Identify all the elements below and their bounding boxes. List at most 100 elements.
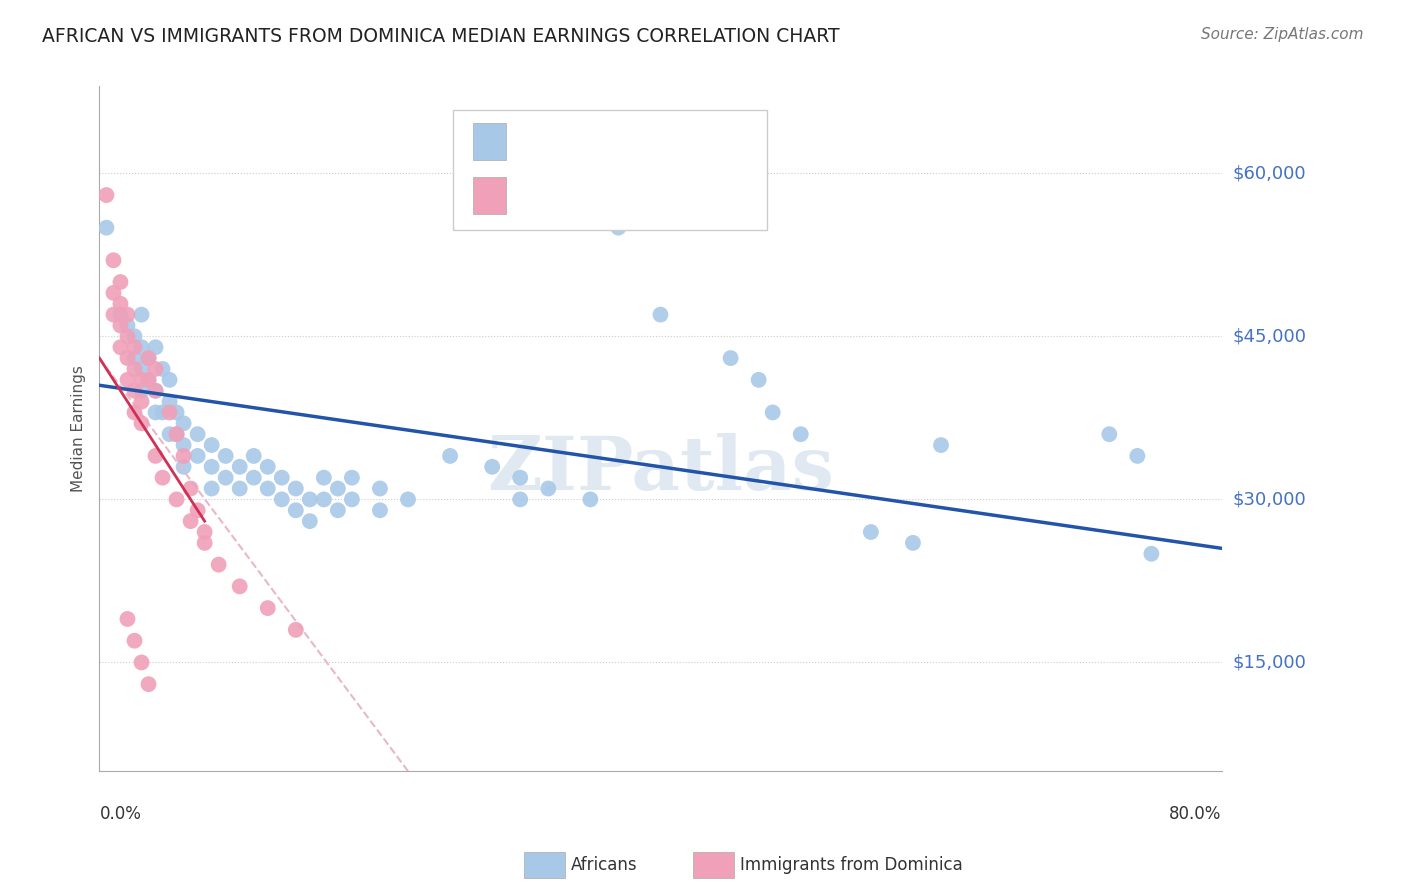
Point (124, 362, 146, 376)
Point (790, 427, 813, 442)
Point (270, 470, 292, 484)
Point (152, 362, 174, 376)
Point (180, 514, 202, 528)
Point (173, 449, 195, 463)
Point (131, 384, 153, 398)
Point (208, 558, 231, 572)
Text: N = 67: N = 67 (644, 128, 707, 146)
Point (298, 514, 321, 528)
Point (256, 601, 278, 615)
Point (201, 438, 224, 452)
Point (242, 449, 264, 463)
Point (159, 394, 181, 409)
Point (312, 492, 335, 507)
Point (284, 503, 307, 517)
Point (96, 188, 118, 202)
Point (103, 285, 125, 300)
Point (579, 492, 602, 507)
Point (166, 427, 188, 442)
Point (166, 405, 188, 419)
Point (509, 470, 531, 484)
Point (145, 384, 167, 398)
Point (117, 373, 139, 387)
Point (138, 351, 160, 365)
Text: 0.0%: 0.0% (100, 805, 142, 823)
FancyBboxPatch shape (472, 123, 506, 160)
Text: $45,000: $45,000 (1233, 327, 1306, 345)
Point (228, 579, 250, 593)
Point (284, 482, 307, 496)
Point (180, 482, 202, 496)
Text: 80.0%: 80.0% (1170, 805, 1222, 823)
Point (124, 329, 146, 343)
Point (145, 449, 167, 463)
Point (194, 524, 217, 539)
Text: Source: ZipAtlas.com: Source: ZipAtlas.com (1201, 27, 1364, 42)
Point (152, 470, 174, 484)
Point (298, 492, 321, 507)
Point (201, 459, 224, 474)
Point (173, 438, 195, 452)
Point (131, 394, 153, 409)
Point (1140, 547, 1163, 561)
Point (194, 536, 217, 550)
Point (901, 536, 924, 550)
Point (173, 417, 195, 431)
Point (326, 482, 349, 496)
Point (228, 482, 250, 496)
Point (650, 308, 672, 322)
FancyBboxPatch shape (472, 178, 506, 214)
Point (110, 318, 132, 333)
Point (929, 438, 952, 452)
Point (117, 308, 139, 322)
Point (762, 405, 785, 419)
Point (215, 470, 238, 484)
Point (124, 633, 146, 648)
Text: ZIPatlas: ZIPatlas (486, 434, 834, 507)
Point (1126, 449, 1149, 463)
Text: R = -0.386: R = -0.386 (517, 128, 613, 146)
Point (131, 340, 153, 354)
Point (173, 459, 195, 474)
Point (187, 449, 209, 463)
Point (242, 470, 264, 484)
Text: $15,000: $15,000 (1233, 654, 1306, 672)
Point (166, 492, 188, 507)
Point (110, 340, 132, 354)
Point (284, 623, 307, 637)
Point (138, 373, 160, 387)
Point (481, 459, 503, 474)
Point (340, 492, 363, 507)
Point (138, 677, 160, 691)
Point (607, 220, 630, 235)
Point (131, 656, 153, 670)
Point (138, 373, 160, 387)
Point (96, 220, 118, 235)
Point (124, 340, 146, 354)
Text: R = -0.336: R = -0.336 (517, 184, 614, 202)
Text: Africans: Africans (571, 856, 637, 874)
Point (117, 318, 139, 333)
Point (110, 297, 132, 311)
Point (509, 492, 531, 507)
Point (110, 275, 132, 289)
Point (103, 253, 125, 268)
Text: Immigrants from Dominica: Immigrants from Dominica (740, 856, 962, 874)
Point (159, 405, 181, 419)
Point (859, 524, 882, 539)
Point (145, 405, 167, 419)
Point (131, 308, 153, 322)
Point (256, 482, 278, 496)
Point (439, 449, 461, 463)
Point (110, 308, 132, 322)
Point (326, 503, 349, 517)
Text: $30,000: $30,000 (1233, 491, 1306, 508)
Point (270, 492, 292, 507)
Point (159, 373, 181, 387)
Point (537, 482, 560, 496)
Point (368, 482, 391, 496)
Point (201, 482, 224, 496)
Point (103, 308, 125, 322)
Text: AFRICAN VS IMMIGRANTS FROM DOMINICA MEDIAN EARNINGS CORRELATION CHART: AFRICAN VS IMMIGRANTS FROM DOMINICA MEDI… (42, 27, 839, 45)
Point (166, 427, 188, 442)
